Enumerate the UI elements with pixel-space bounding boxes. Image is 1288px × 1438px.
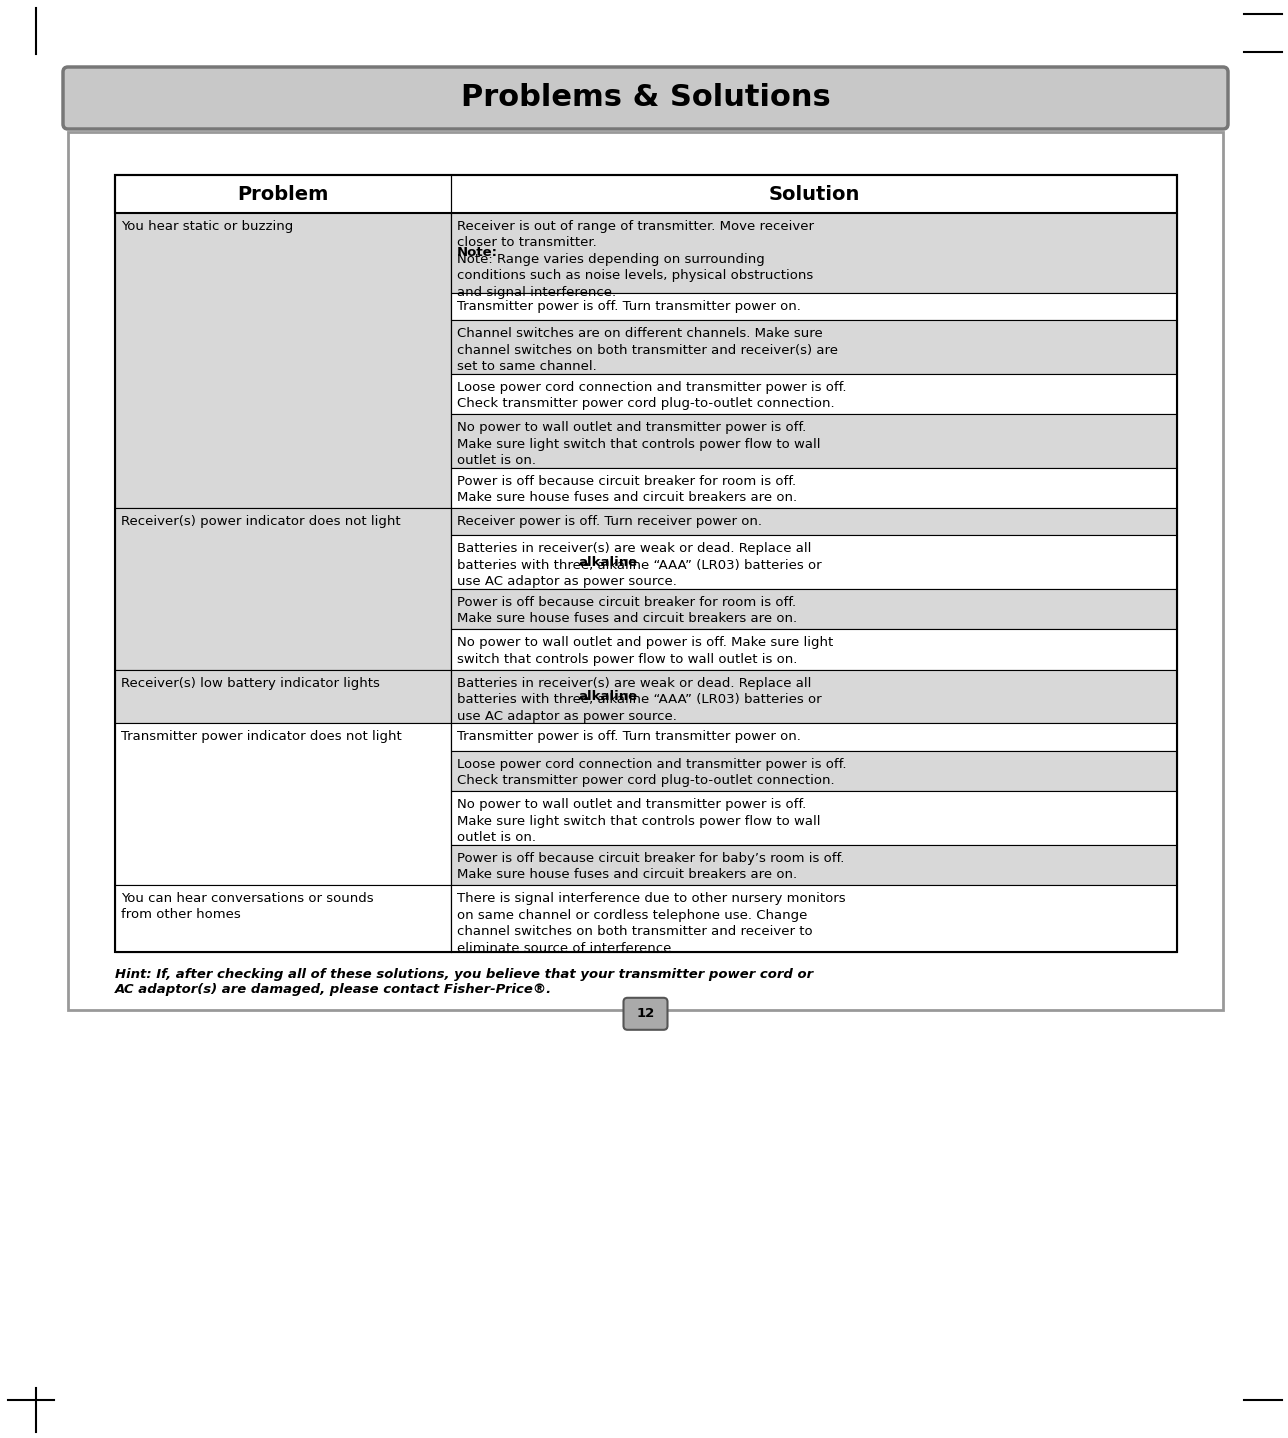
FancyBboxPatch shape: [623, 998, 667, 1030]
Text: No power to wall outlet and transmitter power is off.
Make sure light switch tha: No power to wall outlet and transmitter …: [457, 798, 820, 844]
Text: No power to wall outlet and transmitter power is off.
Make sure light switch tha: No power to wall outlet and transmitter …: [457, 421, 820, 467]
Text: 12: 12: [636, 1007, 654, 1021]
Text: Problem: Problem: [237, 184, 328, 204]
Text: Hint: If, after checking all of these solutions, you believe that your transmitt: Hint: If, after checking all of these so…: [115, 968, 813, 981]
Text: Channel switches are on different channels. Make sure
channel switches on both t: Channel switches are on different channe…: [457, 328, 838, 374]
Text: AC adaptor(s) are damaged, please contact Fisher-Price®.: AC adaptor(s) are damaged, please contac…: [115, 982, 553, 995]
Bar: [451, 723, 1177, 751]
Text: Power is off because circuit breaker for room is off.
Make sure house fuses and : Power is off because circuit breaker for…: [457, 475, 797, 505]
Text: You hear static or buzzing: You hear static or buzzing: [121, 220, 294, 233]
Bar: [115, 213, 451, 508]
Text: Problems & Solutions: Problems & Solutions: [461, 83, 831, 112]
Text: Transmitter power is off. Turn transmitter power on.: Transmitter power is off. Turn transmitt…: [457, 731, 801, 743]
Text: Transmitter power is off. Turn transmitter power on.: Transmitter power is off. Turn transmitt…: [457, 301, 801, 313]
Text: Power is off because circuit breaker for room is off.
Make sure house fuses and : Power is off because circuit breaker for…: [457, 595, 797, 626]
Text: Batteries in receiver(s) are weak or dead. Replace all
batteries with three, alk: Batteries in receiver(s) are weak or dea…: [457, 542, 822, 588]
Text: Receiver power is off. Turn receiver power on.: Receiver power is off. Turn receiver pow…: [457, 515, 762, 528]
Text: You can hear conversations or sounds
from other homes: You can hear conversations or sounds fro…: [121, 892, 374, 922]
Text: Receiver(s) low battery indicator lights: Receiver(s) low battery indicator lights: [121, 677, 380, 690]
Bar: [451, 791, 1177, 844]
FancyBboxPatch shape: [63, 68, 1227, 129]
Bar: [451, 293, 1177, 321]
Bar: [451, 590, 1177, 630]
Bar: [451, 751, 1177, 791]
Text: Loose power cord connection and transmitter power is off.
Check transmitter powe: Loose power cord connection and transmit…: [457, 381, 846, 410]
Text: There is signal interference due to other nursery monitors
on same channel or co: There is signal interference due to othe…: [457, 892, 846, 955]
Bar: [115, 508, 451, 670]
Bar: [115, 884, 451, 952]
Text: Power is off because circuit breaker for baby’s room is off.
Make sure house fus: Power is off because circuit breaker for…: [457, 851, 845, 881]
Bar: [451, 884, 1177, 952]
Bar: [451, 844, 1177, 884]
Bar: [451, 630, 1177, 670]
Bar: [451, 467, 1177, 508]
Text: Receiver is out of range of transmitter. Move receiver
closer to transmitter.
No: Receiver is out of range of transmitter.…: [457, 220, 814, 299]
Bar: [451, 321, 1177, 374]
Bar: [115, 723, 451, 884]
Text: alkaline: alkaline: [578, 690, 638, 703]
Text: Batteries in receiver(s) are weak or dead. Replace all
batteries with three, alk: Batteries in receiver(s) are weak or dea…: [457, 677, 822, 723]
Text: Solution: Solution: [769, 184, 859, 204]
Bar: [115, 175, 1177, 952]
Bar: [451, 508, 1177, 535]
Text: Note:: Note:: [457, 246, 498, 259]
Bar: [451, 670, 1177, 723]
Text: No power to wall outlet and power is off. Make sure light
switch that controls p: No power to wall outlet and power is off…: [457, 637, 833, 666]
Bar: [451, 414, 1177, 467]
Bar: [451, 535, 1177, 590]
Bar: [451, 213, 1177, 293]
Bar: [451, 374, 1177, 414]
Text: alkaline: alkaline: [578, 555, 638, 568]
Bar: [115, 670, 451, 723]
Text: Loose power cord connection and transmitter power is off.
Check transmitter powe: Loose power cord connection and transmit…: [457, 758, 846, 787]
Text: Receiver(s) power indicator does not light: Receiver(s) power indicator does not lig…: [121, 515, 401, 528]
Text: Transmitter power indicator does not light: Transmitter power indicator does not lig…: [121, 731, 402, 743]
Bar: [115, 175, 1177, 213]
Bar: [68, 132, 1224, 1009]
